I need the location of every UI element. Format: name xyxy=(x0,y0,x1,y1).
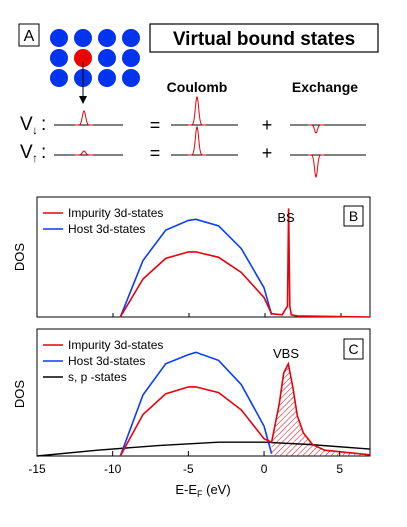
impurity-arrow-head xyxy=(79,96,87,104)
row-down-colon: : xyxy=(41,114,46,135)
panel-c-letter: C xyxy=(348,341,358,357)
row-down-exchange-dip xyxy=(308,124,324,134)
legend-b-impurity-label: Impurity 3d-states xyxy=(68,206,163,220)
legend-c-host-label: Host 3d-states xyxy=(68,354,145,368)
panel-a-title: Virtual bound states xyxy=(173,29,355,50)
x-tick-label: -10 xyxy=(104,462,122,476)
panel-c-sp-curve xyxy=(36,441,371,457)
host-atom xyxy=(98,69,116,87)
host-atom xyxy=(98,29,116,47)
exchange-heading: Exchange xyxy=(292,79,358,95)
panel-b-bs-label: BS xyxy=(277,210,295,225)
host-atom xyxy=(122,69,140,87)
panel-b-host-curve xyxy=(119,218,273,318)
row-down-coulomb-peak xyxy=(188,96,206,126)
legend-b-host-label: Host 3d-states xyxy=(68,222,145,236)
host-atom xyxy=(50,69,68,87)
row-down-arrow: ↓ xyxy=(32,123,38,137)
panel-c-impurity-curve xyxy=(119,361,371,457)
row-up-colon: : xyxy=(41,142,46,163)
row-up-peak xyxy=(75,150,93,156)
x-tick-label: 0 xyxy=(261,462,268,476)
panel-c-frame xyxy=(36,328,371,457)
panel-c-occupied-vbs-fill xyxy=(271,363,370,456)
title-box xyxy=(149,23,379,53)
panel-b-ylabel: DOS xyxy=(12,243,27,272)
row-up-exchange-dip xyxy=(308,154,324,178)
panel-b-letter-box xyxy=(343,205,364,227)
row-down-plus: + xyxy=(262,115,273,135)
panel-c: DOS VBS C Impurity 3d-states Host 3d-sta… xyxy=(12,328,371,499)
atom-lattice xyxy=(50,29,140,87)
panel-a-letter: A xyxy=(24,28,35,45)
panel-a-letter-box xyxy=(18,23,40,47)
host-atom xyxy=(50,29,68,47)
panel-b-impurity-curve xyxy=(119,208,371,318)
host-atom xyxy=(98,49,116,67)
panel-c-ylabel: DOS xyxy=(12,380,27,409)
panel-b-frame xyxy=(36,196,371,318)
host-atom xyxy=(122,29,140,47)
panel-c-vbs-label: VBS xyxy=(273,346,299,361)
row-spin-up: V ↑ : = + xyxy=(20,126,366,178)
panel-c-legend: Impurity 3d-states Host 3d-states s, p -… xyxy=(43,338,163,384)
row-up-equals: = xyxy=(150,143,161,163)
panel-c-host-curve xyxy=(119,351,273,457)
row-down-equals: = xyxy=(150,115,161,135)
legend-c-sp-label: s, p -states xyxy=(68,370,127,384)
impurity-atom xyxy=(74,49,92,67)
row-down-peak xyxy=(75,110,93,126)
row-up-coulomb-peak xyxy=(188,126,206,156)
host-atom xyxy=(50,49,68,67)
row-down-v: V xyxy=(20,114,33,135)
row-up-plus: + xyxy=(262,143,273,163)
row-spin-down: V ↓ : = + xyxy=(20,96,366,137)
x-tick-label: -5 xyxy=(183,462,194,476)
panel-c-letter-box xyxy=(343,338,364,360)
panel-b-letter: B xyxy=(349,208,358,224)
coulomb-heading: Coulomb xyxy=(167,79,228,95)
x-tick-label: -15 xyxy=(28,462,46,476)
host-atom xyxy=(74,29,92,47)
row-up-v: V xyxy=(20,142,33,163)
panel-b: DOS BS B Impurity 3d-states Host 3d-stat… xyxy=(12,196,371,318)
x-axis-label: E-EF (eV) xyxy=(175,482,230,499)
panel-c-x-axis: -15 -10 -5 0 5 xyxy=(28,451,343,476)
host-atom xyxy=(122,49,140,67)
legend-c-impurity-label: Impurity 3d-states xyxy=(68,338,163,352)
panel-a: A Virtual bound states Coulomb Exchange … xyxy=(18,23,379,178)
panel-b-legend: Impurity 3d-states Host 3d-states xyxy=(43,206,163,236)
row-up-arrow: ↑ xyxy=(32,151,38,165)
x-tick-label: 5 xyxy=(336,462,343,476)
